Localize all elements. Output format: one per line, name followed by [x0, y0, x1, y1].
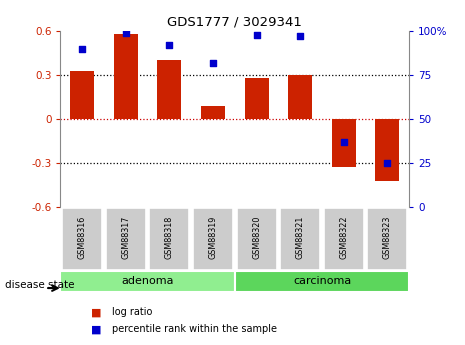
Bar — [201, 106, 225, 119]
Bar — [62, 208, 102, 269]
Bar — [114, 34, 138, 119]
Bar — [106, 208, 146, 269]
Point — [166, 42, 173, 48]
Text: GSM88317: GSM88317 — [121, 216, 130, 259]
Bar — [288, 75, 312, 119]
Text: percentile rank within the sample: percentile rank within the sample — [112, 325, 277, 334]
Point — [79, 46, 86, 51]
Bar — [332, 119, 356, 167]
Text: GSM88323: GSM88323 — [383, 216, 392, 259]
Point — [253, 32, 260, 37]
Bar — [367, 208, 407, 269]
Text: GSM88322: GSM88322 — [339, 216, 348, 259]
Text: ■: ■ — [91, 325, 101, 334]
Text: GSM88321: GSM88321 — [296, 216, 305, 259]
Point — [122, 30, 130, 36]
Point — [297, 33, 304, 39]
Point — [209, 60, 217, 66]
Text: GSM88318: GSM88318 — [165, 216, 174, 259]
Text: GSM88316: GSM88316 — [78, 216, 87, 259]
Text: disease state: disease state — [5, 280, 74, 289]
Text: log ratio: log ratio — [112, 307, 152, 317]
Text: GSM88319: GSM88319 — [208, 216, 218, 259]
Bar — [324, 208, 364, 269]
Bar — [149, 208, 189, 269]
Title: GDS1777 / 3029341: GDS1777 / 3029341 — [167, 16, 302, 29]
Bar — [280, 208, 320, 269]
Bar — [158, 60, 181, 119]
Bar — [245, 78, 269, 119]
Bar — [235, 271, 409, 292]
Text: carcinoma: carcinoma — [293, 276, 351, 286]
Bar — [60, 271, 235, 292]
Point — [340, 139, 347, 145]
Text: ■: ■ — [91, 307, 101, 317]
Point — [384, 160, 391, 166]
Bar — [237, 208, 277, 269]
Bar — [375, 119, 399, 181]
Bar — [193, 208, 233, 269]
Bar — [70, 71, 94, 119]
Text: GSM88320: GSM88320 — [252, 216, 261, 259]
Text: adenoma: adenoma — [121, 276, 174, 286]
